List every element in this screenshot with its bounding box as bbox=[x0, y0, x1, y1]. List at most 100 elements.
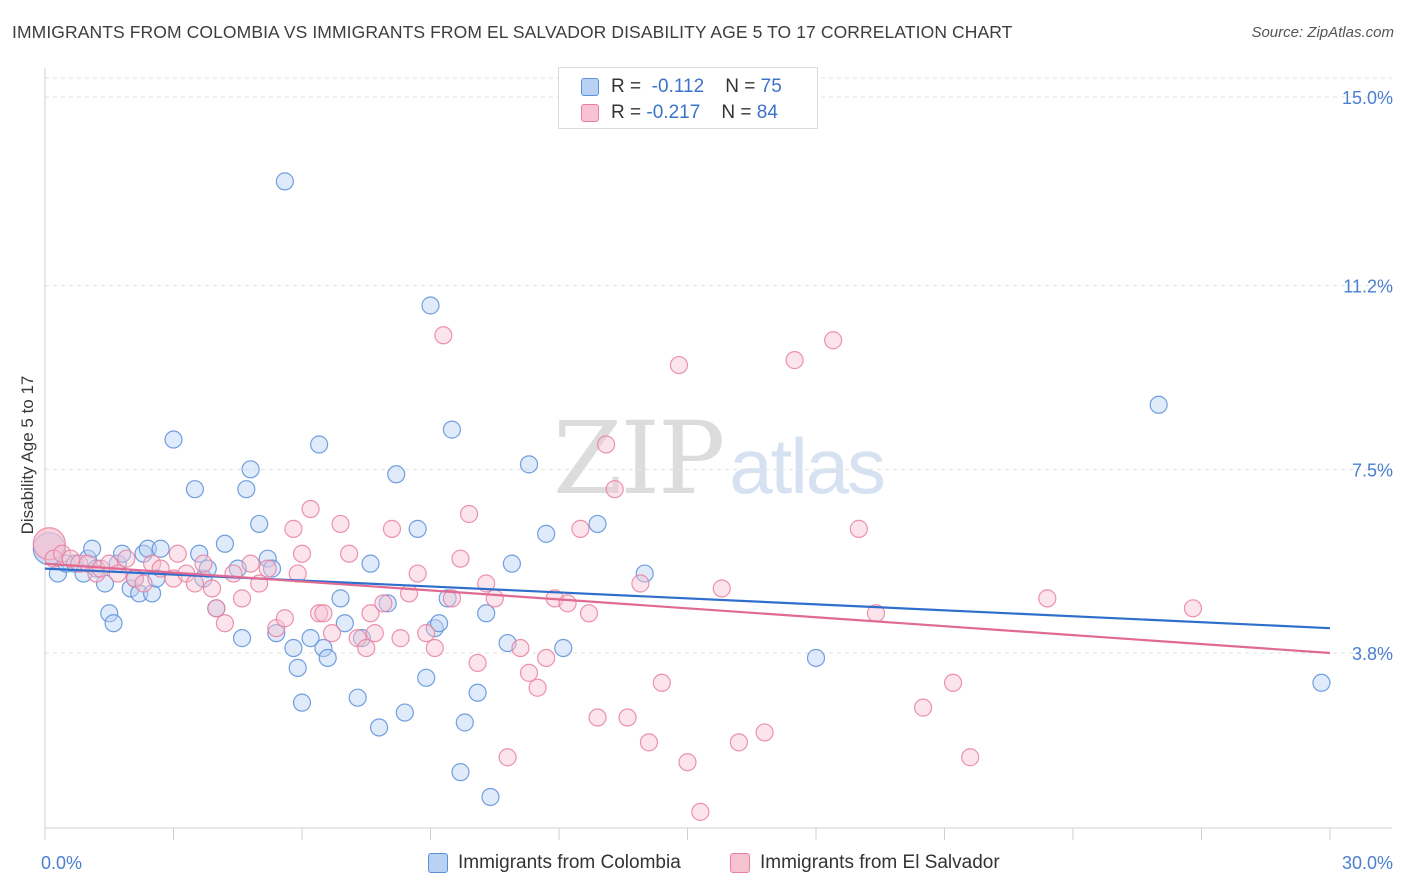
legend-row-colombia: R = -0.112 N = 75 bbox=[581, 75, 782, 99]
colombia-point bbox=[408, 519, 427, 538]
colombia-point bbox=[267, 624, 286, 643]
colombia-point bbox=[310, 435, 329, 454]
el-salvador-point bbox=[755, 723, 774, 742]
colombia-point bbox=[331, 589, 350, 608]
el-salvador-point bbox=[417, 624, 436, 643]
el-salvador-point bbox=[168, 544, 187, 563]
el-salvador-point bbox=[571, 519, 590, 538]
legend-label-colombia: Immigrants from Colombia bbox=[458, 852, 681, 873]
colombia-point bbox=[455, 713, 474, 732]
colombia-point bbox=[292, 693, 312, 712]
series-legend: Immigrants from Colombia Immigrants from… bbox=[0, 852, 1406, 878]
colombia-point bbox=[468, 683, 487, 702]
x-tick-label: 30.0% bbox=[1342, 853, 1393, 873]
colombia-point bbox=[1312, 673, 1331, 692]
el-salvador-point bbox=[301, 499, 320, 519]
colombia-point bbox=[215, 534, 234, 553]
colombia-point bbox=[361, 554, 380, 573]
colombia-point bbox=[301, 629, 320, 648]
el-salvador-point bbox=[292, 544, 312, 563]
colombia-point bbox=[314, 638, 333, 658]
el-salvador-point bbox=[365, 624, 384, 643]
colombia-point bbox=[442, 420, 462, 439]
watermark-atlas: atlas bbox=[729, 422, 886, 510]
el-salvador-point bbox=[232, 589, 252, 608]
el-salvador-point bbox=[729, 733, 749, 752]
el-salvador-point bbox=[258, 559, 277, 578]
el-salvador-point bbox=[185, 574, 205, 593]
r-value: -0.112 bbox=[651, 76, 705, 97]
colombia-point bbox=[635, 564, 654, 583]
el-salvador-point bbox=[284, 519, 303, 538]
colombia-swatch bbox=[581, 78, 599, 96]
el-salvador-point bbox=[678, 753, 697, 772]
colombia-point bbox=[237, 480, 256, 499]
el-salvador-point bbox=[361, 604, 380, 623]
legend-item-el-salvador[interactable]: Immigrants from El Salvador bbox=[730, 852, 1000, 874]
chart-title: IMMIGRANTS FROM COLOMBIA VS IMMIGRANTS F… bbox=[12, 22, 1013, 42]
el-salvador-point bbox=[322, 624, 342, 643]
el-salvador-point bbox=[314, 604, 333, 623]
colombia-point bbox=[554, 638, 573, 658]
colombia-point bbox=[151, 539, 170, 558]
colombia-point bbox=[164, 430, 183, 449]
el-salvador-point bbox=[331, 514, 350, 534]
colombia-point bbox=[429, 614, 449, 633]
el-salvador-point bbox=[207, 599, 226, 618]
colombia-point bbox=[481, 787, 500, 807]
colombia-point bbox=[588, 514, 607, 534]
el-salvador-point bbox=[275, 609, 294, 628]
el-salvador-point bbox=[442, 589, 462, 608]
el-salvador-point bbox=[537, 648, 556, 668]
el-salvador-point bbox=[425, 638, 444, 658]
el-salvador-point bbox=[597, 435, 616, 454]
y-axis-label: Disability Age 5 to 17 bbox=[18, 376, 37, 535]
legend-item-colombia[interactable]: Immigrants from Colombia bbox=[428, 852, 681, 874]
y-tick-label: 11.2% bbox=[1343, 277, 1393, 297]
colombia-point bbox=[378, 594, 397, 613]
legend-label-el-salvador: Immigrants from El Salvador bbox=[760, 852, 1000, 873]
colombia-point bbox=[318, 648, 337, 668]
el-salvador-point bbox=[943, 673, 963, 692]
colombia-point bbox=[502, 554, 521, 573]
el-salvador-point bbox=[588, 708, 607, 727]
colombia-point bbox=[395, 703, 414, 722]
correlation-legend: R = -0.112 N = 75 R = -0.217 N = 84 bbox=[558, 67, 818, 129]
colombia-point bbox=[250, 514, 269, 534]
el-salvador-point bbox=[528, 678, 547, 697]
colombia-point bbox=[138, 539, 157, 558]
colombia-point bbox=[241, 460, 260, 479]
watermark-zip: ZIP bbox=[553, 400, 725, 517]
colombia-point bbox=[438, 589, 457, 608]
el-salvador-point bbox=[485, 589, 504, 608]
el-salvador-point bbox=[477, 574, 496, 593]
colombia-point bbox=[284, 638, 303, 658]
el-salvador-point bbox=[340, 544, 359, 563]
colombia-point bbox=[451, 763, 470, 782]
r-label: R = bbox=[611, 102, 642, 123]
r-label: R = bbox=[611, 76, 642, 97]
el-salvador-point bbox=[519, 663, 539, 682]
el-salvador-point bbox=[202, 579, 222, 598]
y-tick-label: 3.8% bbox=[1352, 644, 1393, 664]
el-salvador-point bbox=[61, 549, 80, 568]
colombia-point bbox=[387, 465, 406, 484]
n-label: N = bbox=[721, 102, 752, 123]
el-salvador-legend-swatch bbox=[730, 853, 750, 873]
y-tick-label: 7.5% bbox=[1352, 460, 1393, 480]
colombia-point bbox=[185, 480, 205, 499]
colombia-point bbox=[335, 614, 354, 633]
el-salvador-point bbox=[408, 564, 427, 583]
el-salvador-point bbox=[382, 519, 402, 538]
el-salvador-point bbox=[357, 638, 376, 658]
legend-row-el-salvador: R = -0.217 N = 84 bbox=[581, 101, 778, 125]
n-value: 84 bbox=[756, 102, 778, 123]
colombia-point bbox=[519, 455, 539, 474]
el-salvador-point bbox=[194, 554, 213, 573]
el-salvador-trend-line bbox=[44, 562, 1331, 655]
colombia-point bbox=[83, 539, 102, 558]
colombia-point bbox=[100, 604, 119, 623]
colombia-point bbox=[348, 688, 367, 707]
el-salvador-point bbox=[605, 480, 624, 499]
colombia-legend-swatch bbox=[428, 853, 448, 873]
